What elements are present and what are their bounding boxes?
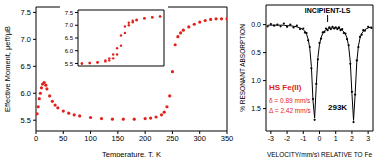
svg-text:7.0: 7.0 (21, 35, 31, 44)
svg-text:1: 1 (334, 135, 338, 142)
svg-text:0: 0 (34, 134, 38, 143)
svg-text:2: 2 (350, 135, 354, 142)
svg-text:0.5: 0.5 (251, 49, 261, 56)
svg-text:0.0: 0.0 (251, 21, 261, 28)
svg-text:7.0: 7.0 (65, 22, 74, 28)
svg-text:200: 200 (139, 134, 152, 143)
svg-text:300: 300 (193, 134, 206, 143)
svg-text:7.5: 7.5 (65, 10, 74, 16)
svg-text:% RESONANT ABSORPTION: % RESONANT ABSORPTION (239, 24, 246, 112)
html-text:HS Fe(II): HS Fe(II) (269, 83, 302, 92)
svg-text:INCIPIENT-LS: INCIPIENT-LS (305, 7, 351, 14)
svg-text:350: 350 (221, 134, 234, 143)
svg-text:6.5: 6.5 (21, 62, 31, 71)
svg-text:5.5: 5.5 (21, 116, 31, 125)
svg-text:-3: -3 (268, 135, 274, 142)
svg-text:250: 250 (166, 134, 179, 143)
svg-text:Temperature, T, K: Temperature, T, K (102, 150, 161, 157)
svg-text:100: 100 (84, 134, 97, 143)
svg-text:5.5: 5.5 (65, 61, 74, 67)
svg-text:-2: -2 (284, 135, 290, 142)
html-text:Δ = 2.42 mm/s: Δ = 2.42 mm/s (269, 107, 311, 114)
html-text:δ = 0.89 mm/s: δ = 0.89 mm/s (269, 97, 311, 104)
svg-text:Effective Moment, μeff/μB: Effective Moment, μeff/μB (8, 26, 12, 112)
svg-text:VELOCITY(mm/s) RELATIVE TO Fe: VELOCITY(mm/s) RELATIVE TO Fe (267, 151, 370, 157)
svg-text:150: 150 (112, 134, 125, 143)
svg-text:3: 3 (366, 135, 370, 142)
svg-text:50: 50 (59, 134, 67, 143)
svg-text:6.0: 6.0 (65, 48, 74, 54)
svg-text:6.5: 6.5 (65, 35, 74, 41)
svg-text:1.0: 1.0 (251, 77, 261, 84)
svg-text:6.0: 6.0 (21, 89, 31, 98)
svg-text:7.5: 7.5 (21, 8, 31, 17)
svg-text:0: 0 (318, 135, 322, 142)
html-text:293K: 293K (328, 103, 348, 112)
svg-text:1.5: 1.5 (251, 105, 261, 112)
svg-text:-1: -1 (300, 135, 306, 142)
